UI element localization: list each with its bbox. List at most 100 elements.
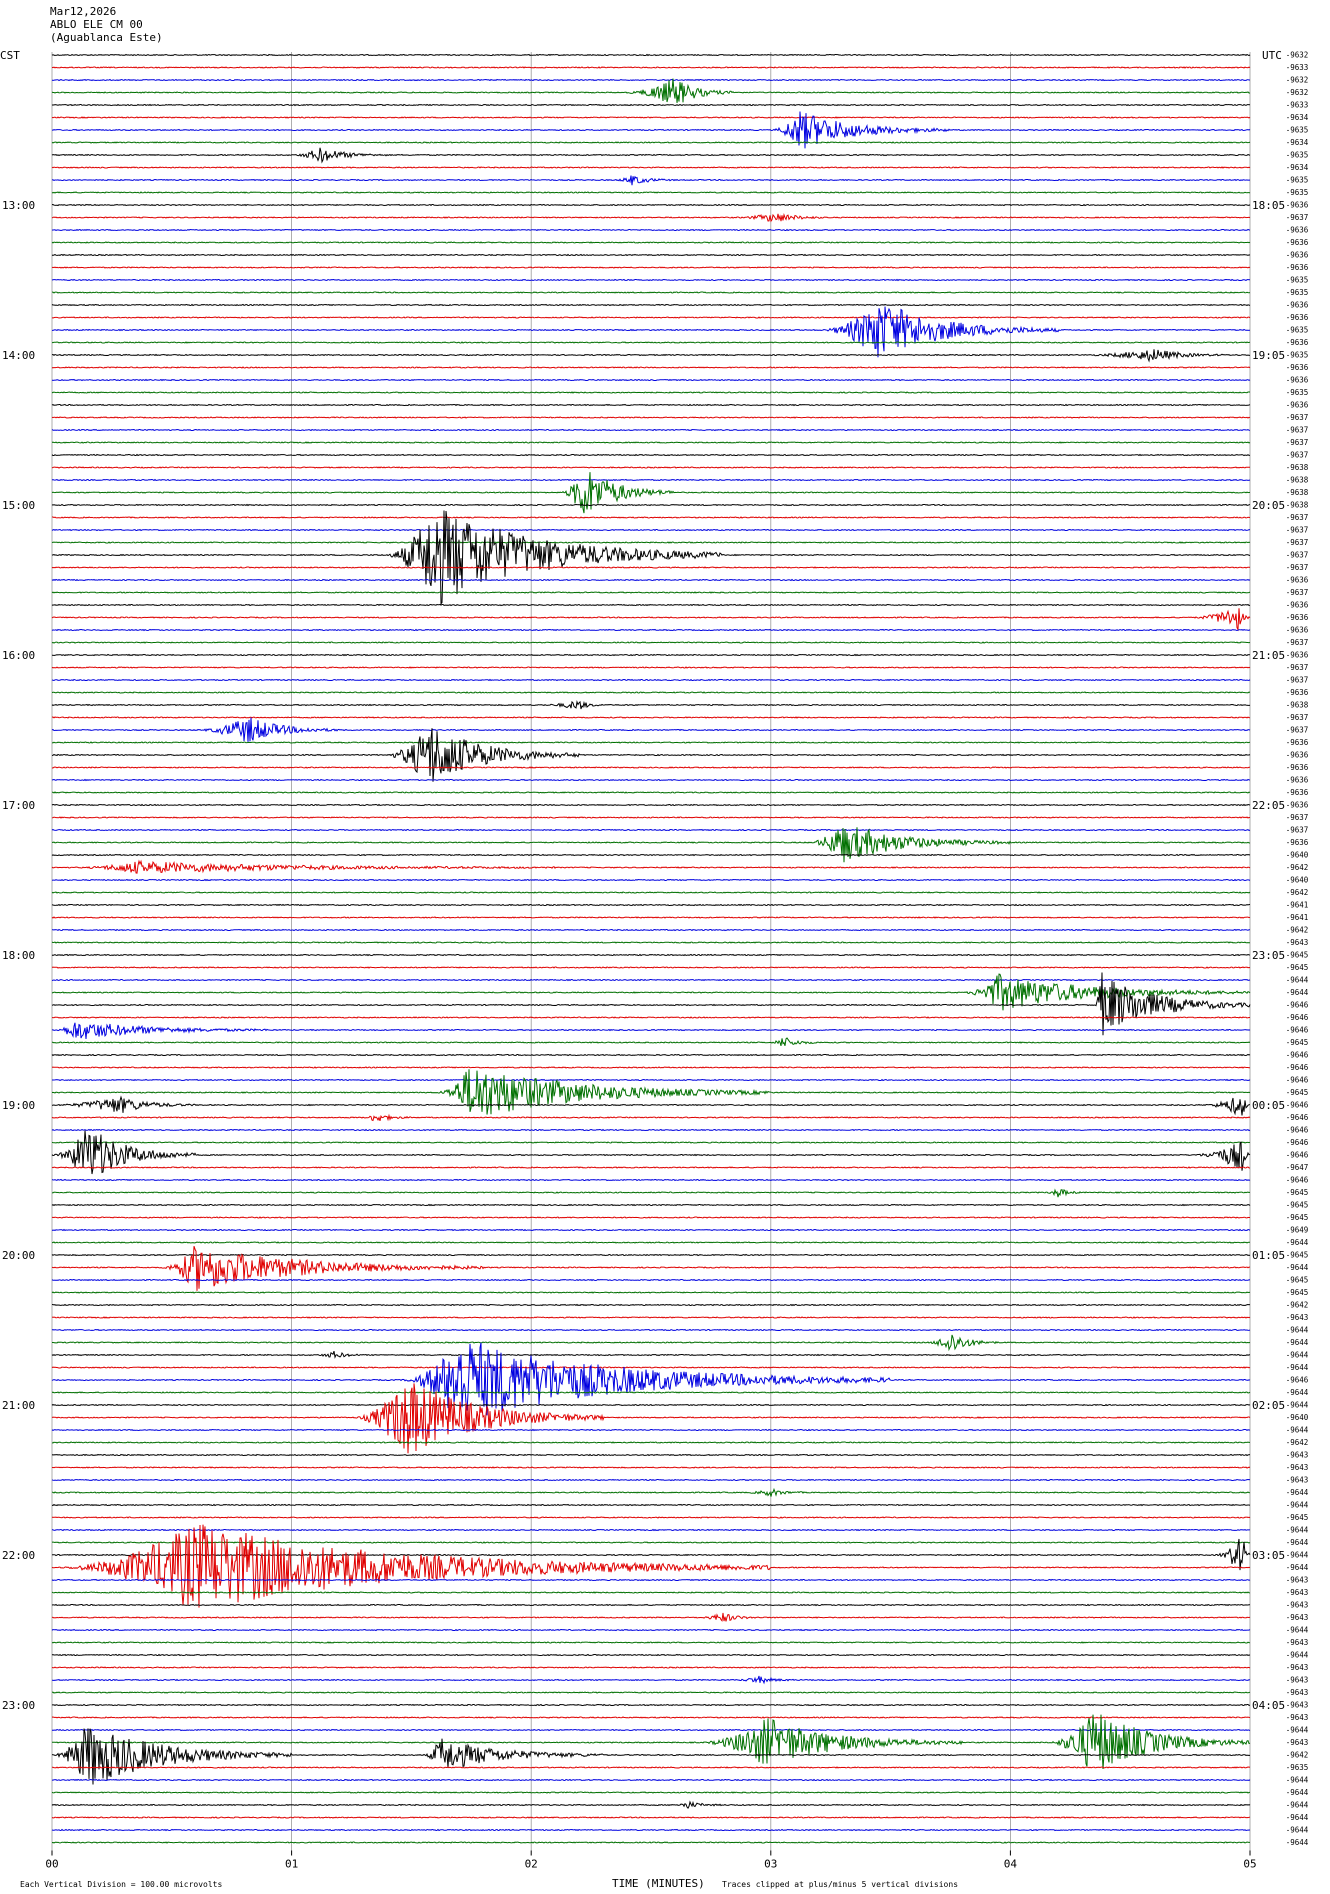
trace-line (51, 428, 1251, 432)
trace-offset-label: -9637 (1286, 413, 1309, 422)
trace-line (51, 641, 1251, 644)
trace-line (52, 1334, 1251, 1352)
trace-line (51, 1453, 1251, 1457)
trace-offset-label: -9636 (1286, 376, 1309, 385)
trace-offset-label: -9637 (1286, 726, 1309, 735)
trace-offset-label: -9643 (1286, 1576, 1309, 1585)
trace-offset-label: -9644 (1286, 988, 1309, 997)
trace-line (52, 516, 1251, 519)
trace-line (51, 1203, 1251, 1207)
trace-offset-label: -9635 (1286, 1763, 1309, 1772)
trace-offset-label: -9646 (1286, 1113, 1309, 1122)
trace-offset-label: -9636 (1286, 576, 1309, 585)
trace-line (51, 466, 1250, 469)
trace-line (51, 1216, 1250, 1219)
trace-offset-label: -9632 (1286, 51, 1309, 60)
trace-line (51, 1291, 1251, 1294)
trace-offset-label: -9644 (1286, 1351, 1309, 1360)
trace-line (51, 916, 1251, 919)
trace-line (51, 1441, 1250, 1444)
trace-line (51, 717, 1251, 742)
trace-line (51, 1628, 1251, 1632)
hour-label-utc: 21:05 (1252, 649, 1285, 662)
trace-line (51, 941, 1251, 944)
trace-line (51, 1828, 1251, 1832)
trace-offset-label: -9641 (1286, 913, 1309, 922)
trace-offset-label: -9637 (1286, 588, 1309, 597)
trace-line (51, 1391, 1251, 1394)
trace-offset-label: -9644 (1286, 1838, 1309, 1847)
trace-offset-label: -9643 (1286, 1463, 1309, 1472)
trace-offset-label: -9646 (1286, 1176, 1309, 1185)
trace-offset-label: -9643 (1286, 1451, 1309, 1460)
trace-line (51, 141, 1251, 144)
left-timezone-label: CST (0, 49, 20, 62)
trace-offset-label: -9633 (1286, 63, 1309, 72)
trace-offset-label: -9646 (1286, 1126, 1309, 1135)
hour-label-local: 18:00 (2, 949, 35, 962)
trace-line (51, 1316, 1251, 1319)
trace-line (51, 528, 1251, 532)
trace-line (51, 316, 1251, 319)
trace-offset-label: -9646 (1286, 1013, 1309, 1022)
trace-line (51, 1178, 1251, 1182)
trace-line (51, 1253, 1251, 1257)
trace-offset-label: -9637 (1286, 813, 1309, 822)
trace-offset-label: -9646 (1286, 1001, 1309, 1010)
trace-line (51, 1591, 1251, 1594)
hour-label-local: 23:00 (2, 1699, 35, 1712)
scale-note: Each Vertical Division = 100.00 microvol… (20, 1880, 222, 1889)
trace-offset-label: -9642 (1286, 1438, 1309, 1447)
trace-line (51, 78, 1250, 82)
trace-offset-label: -9632 (1286, 76, 1309, 85)
trace-line (51, 1053, 1251, 1057)
trace-offset-label: -9636 (1286, 251, 1309, 260)
trace-offset-label: -9636 (1286, 226, 1309, 235)
trace-offset-label: -9647 (1286, 1163, 1309, 1172)
trace-line (51, 1487, 1251, 1497)
hour-label-local: 22:00 (2, 1549, 35, 1562)
trace-line (51, 566, 1251, 569)
trace-offset-label: -9636 (1286, 801, 1309, 810)
trace-line (51, 903, 1251, 907)
trace-offset-label: -9636 (1286, 601, 1309, 610)
trace-offset-label: -9644 (1286, 1401, 1309, 1410)
hour-label-local: 21:00 (2, 1399, 35, 1412)
hour-label-local: 19:00 (2, 1099, 35, 1112)
trace-line (51, 678, 1251, 682)
trace-offset-label: -9646 (1286, 1101, 1309, 1110)
trace-line (51, 859, 1251, 874)
hour-label-local: 15:00 (2, 499, 35, 512)
trace-offset-label: -9636 (1286, 313, 1309, 322)
trace-line (51, 1128, 1251, 1132)
right-timezone-label: UTC (1262, 49, 1282, 62)
hour-label-utc: 00:05 (1252, 1099, 1285, 1112)
trace-line (51, 213, 1251, 223)
trace-line (51, 510, 1251, 605)
trace-line (51, 608, 1251, 632)
hour-label-utc: 01:05 (1252, 1249, 1285, 1262)
trace-line (51, 1578, 1251, 1582)
trace-line (51, 1816, 1251, 1819)
trace-offset-label: -9643 (1286, 1476, 1309, 1485)
trace-offset-label: -9634 (1286, 138, 1309, 147)
trace-offset-label: -9636 (1286, 301, 1309, 310)
trace-offset-label: -9646 (1286, 1151, 1309, 1160)
trace-offset-label: -9644 (1286, 1651, 1309, 1660)
trace-offset-label: -9635 (1286, 288, 1309, 297)
trace-offset-label: -9642 (1286, 863, 1309, 872)
trace-offset-label: -9635 (1286, 151, 1309, 160)
trace-line (51, 1503, 1251, 1507)
trace-offset-label: -9637 (1286, 713, 1309, 722)
trace-line (51, 1516, 1251, 1519)
trace-line (51, 966, 1251, 969)
trace-line (51, 1066, 1251, 1069)
trace-offset-label: -9644 (1286, 1326, 1309, 1335)
trace-line (51, 1069, 1251, 1115)
trace-line (51, 591, 1251, 594)
trace-offset-label: -9646 (1286, 1138, 1309, 1147)
trace-offset-label: -9640 (1286, 851, 1309, 860)
station-label: ABLO ELE CM 00 (50, 18, 143, 31)
trace-offset-label: -9636 (1286, 363, 1309, 372)
trace-line (51, 1528, 1251, 1532)
